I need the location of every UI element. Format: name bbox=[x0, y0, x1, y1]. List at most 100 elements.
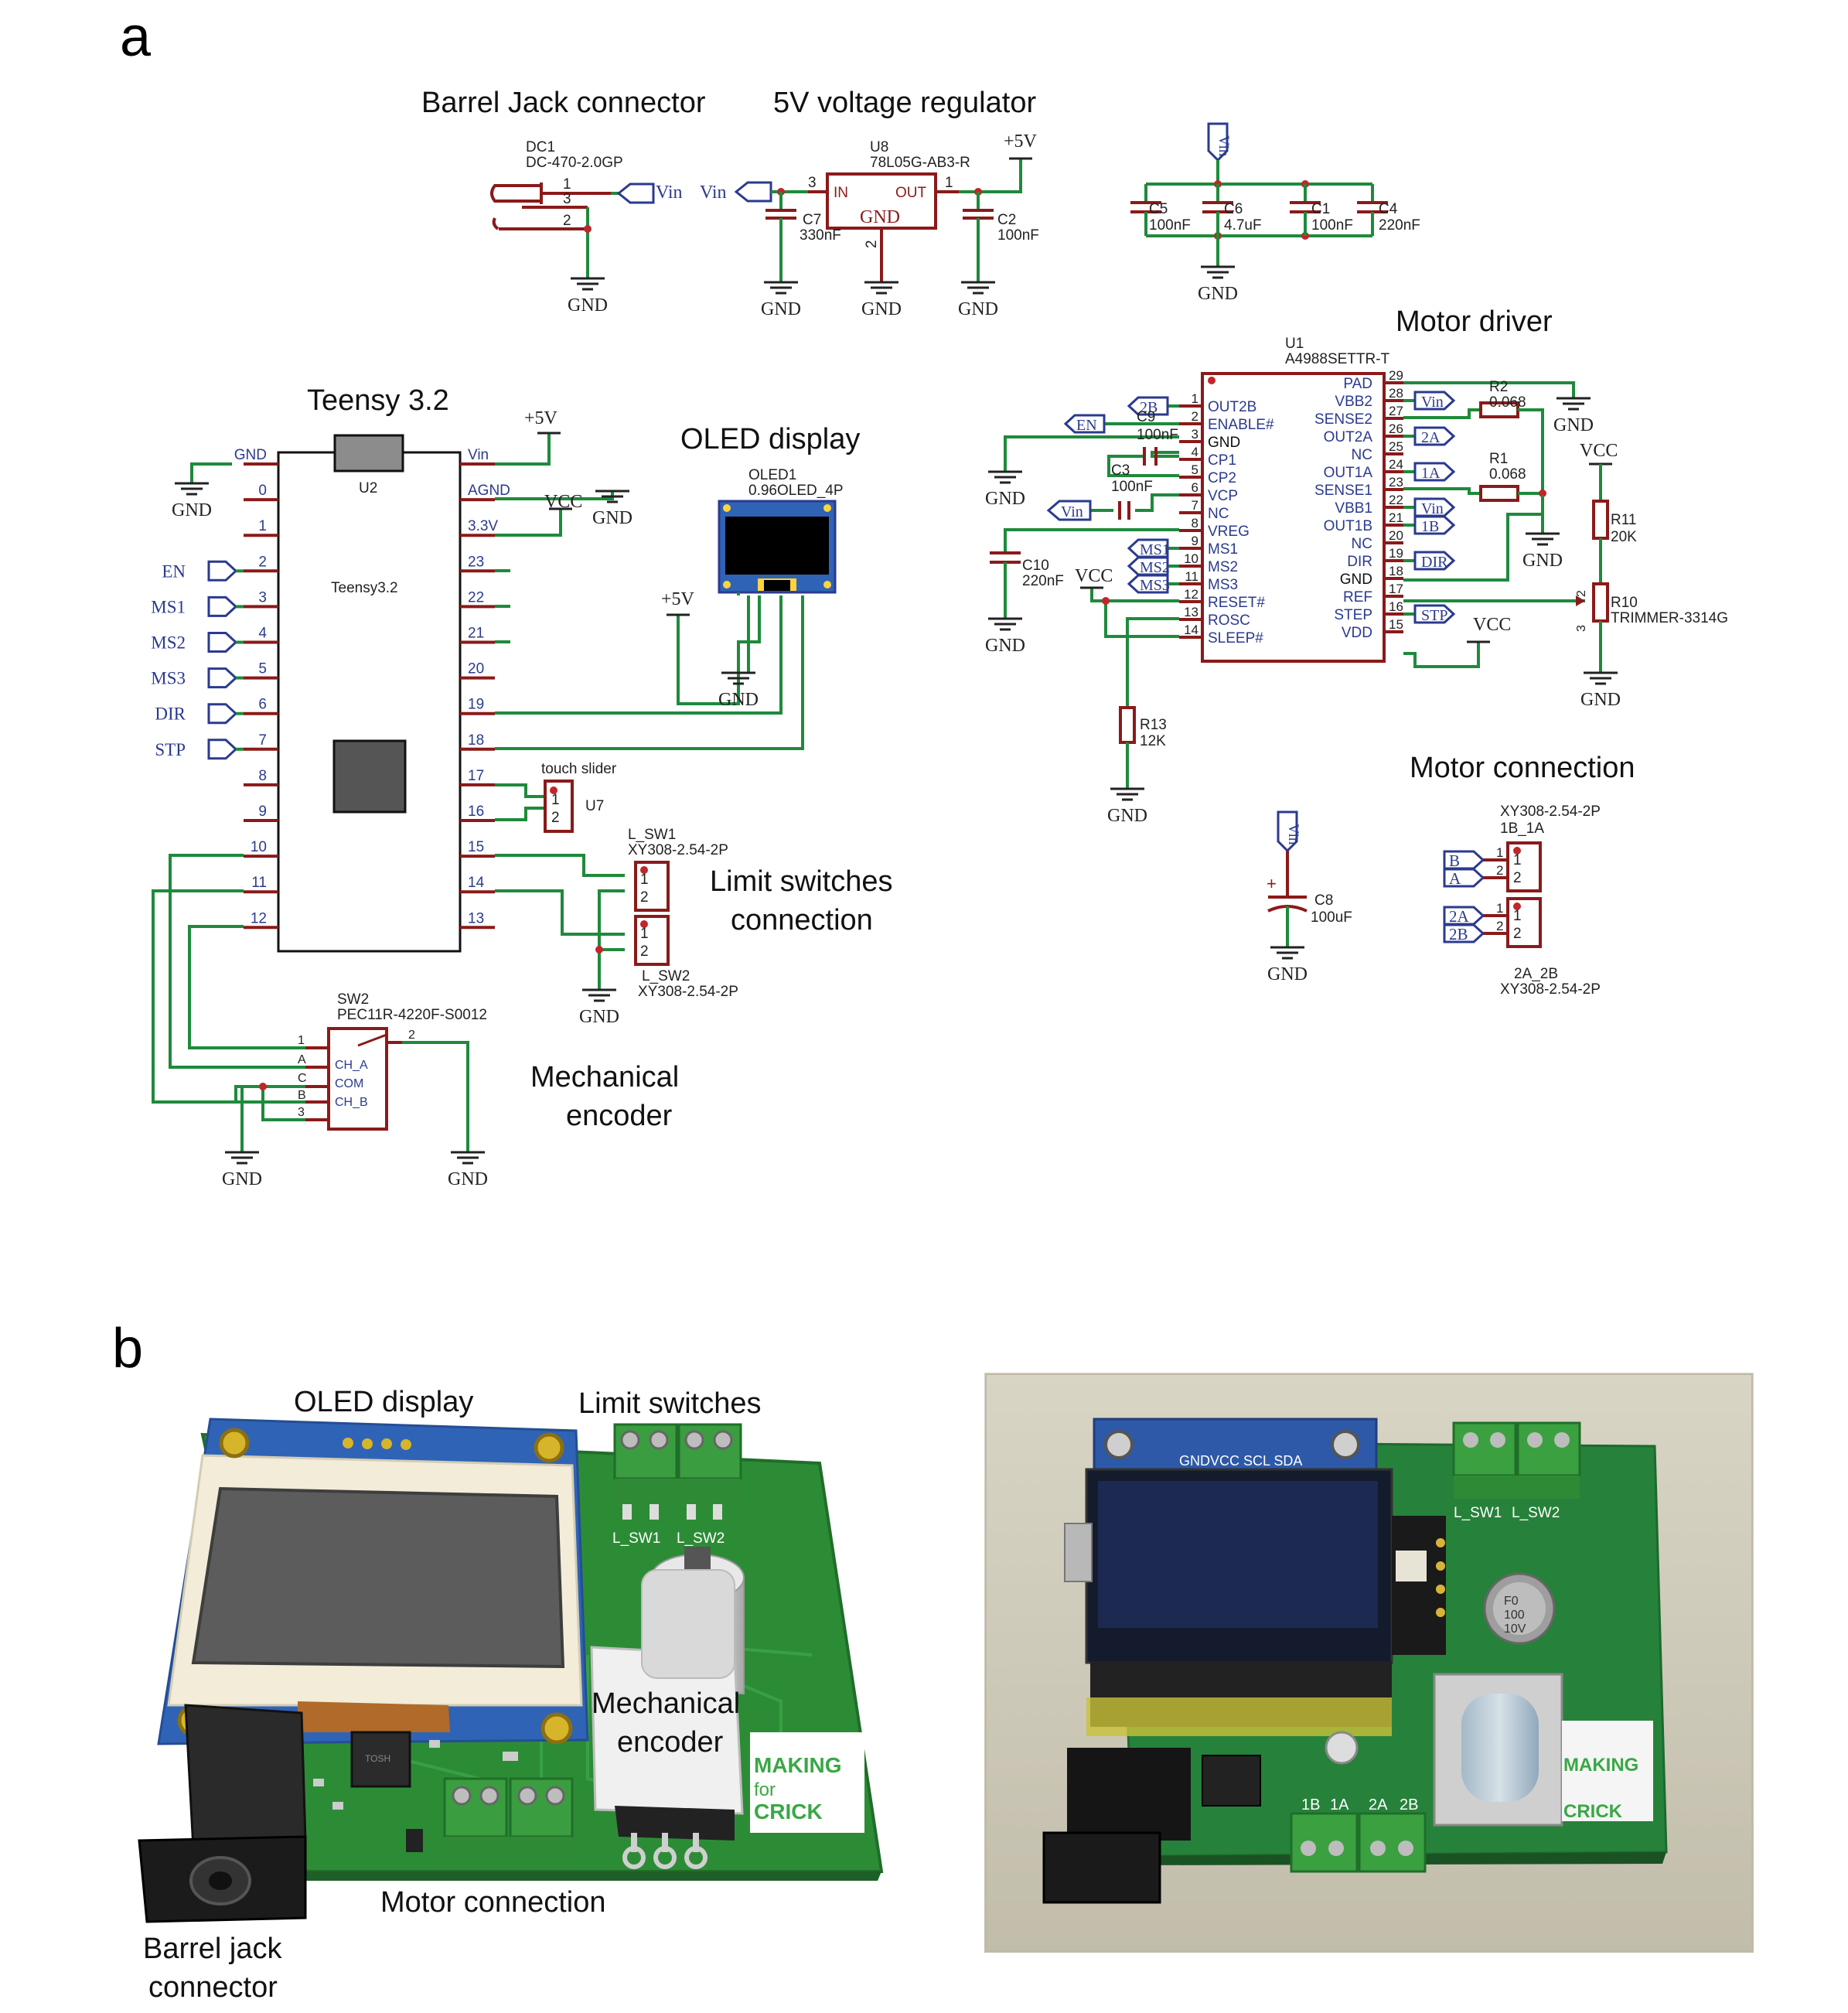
u1-right-pin-num: 16 bbox=[1389, 599, 1403, 614]
teensy-right-pin-num: 20 bbox=[468, 661, 484, 677]
u1-left-pin-name: ENABLE# bbox=[1208, 417, 1274, 433]
gnd-label: GND bbox=[985, 489, 1025, 509]
decap-ref: C6 bbox=[1224, 201, 1243, 217]
u1-net-label: MS1 bbox=[1140, 541, 1170, 558]
lsw1-pin-2: 2 bbox=[640, 889, 649, 906]
decap-val: 4.7uF bbox=[1224, 217, 1262, 234]
u1-right-pin-num: 17 bbox=[1389, 582, 1403, 596]
u1-net-label: 2B bbox=[1140, 399, 1158, 416]
teensy-left-pin-num: 11 bbox=[251, 875, 267, 891]
r13-val: 12K bbox=[1140, 733, 1166, 749]
u1-net-label: 2A bbox=[1421, 429, 1441, 446]
teensy-net-label: EN bbox=[162, 561, 186, 581]
title-voltage-regulator: 5V voltage regulator bbox=[773, 87, 1036, 119]
photo-motor-1b: 1B bbox=[1301, 1796, 1320, 1813]
u1-left-pin-num: 10 bbox=[1184, 551, 1198, 566]
u1-left-pin-num: 11 bbox=[1185, 569, 1198, 584]
panel-b-board: b bbox=[112, 1318, 1754, 2004]
u1-vcp-vin: Vin bbox=[1061, 503, 1083, 520]
u1-net-label: 1A bbox=[1421, 465, 1441, 482]
teensy-net-label: MS3 bbox=[151, 669, 186, 688]
teensy-right-pin-num: 16 bbox=[468, 803, 484, 820]
teensy-net-flag bbox=[207, 560, 238, 582]
r1-val: 0.068 bbox=[1489, 466, 1526, 483]
c3-val: 100nF bbox=[1111, 479, 1153, 495]
u1-ref: U1 bbox=[1285, 336, 1304, 352]
photo-cap-1: F0 bbox=[1504, 1595, 1519, 1608]
teensy-right-pin-num: 18 bbox=[468, 732, 484, 749]
gnd-label: GND bbox=[1267, 964, 1308, 984]
gnd-label: GND bbox=[448, 1169, 488, 1189]
teensy-left-pin-num: 7 bbox=[258, 732, 267, 749]
u7-touch-slider: touch slider 1 2 U7 bbox=[541, 761, 617, 833]
r10-val: TRIMMER-3314G bbox=[1611, 610, 1728, 626]
teensy-left-pin-num: GND bbox=[234, 447, 267, 463]
u1-right-pin-name: SENSE1 bbox=[1314, 483, 1372, 499]
u1-net-flag bbox=[1413, 515, 1456, 535]
teensy-net-label: MS2 bbox=[151, 633, 186, 653]
u1-right-pin-name: REF bbox=[1343, 589, 1372, 606]
sw2-pin-3: 3 bbox=[298, 1106, 305, 1119]
sw2-part: PEC11R-4220F-S0012 bbox=[337, 1007, 487, 1023]
decap-val: 220nF bbox=[1379, 217, 1420, 234]
r10-ref: R10 bbox=[1611, 595, 1638, 611]
sw2-encoder: SW2 PEC11R-4220F-S0012 CH_A COM CH_B 1 A… bbox=[236, 991, 487, 1152]
dc1-pin-1: 1 bbox=[563, 176, 571, 193]
u1-right-pin-num: 29 bbox=[1389, 368, 1403, 383]
c7-ref: C7 bbox=[803, 212, 821, 228]
u1-net-label: MS3 bbox=[1140, 577, 1170, 594]
u1-right-pin-num: 20 bbox=[1389, 528, 1403, 543]
teensy-left-pin-num: 8 bbox=[258, 768, 267, 784]
u8-vin-label: Vin bbox=[700, 183, 727, 203]
u1-net-flag bbox=[1127, 574, 1169, 594]
u1-left-pin-num: 9 bbox=[1192, 534, 1198, 548]
panel-a-schematic: a Barrel Jack connector 5V voltage regul… bbox=[120, 6, 1728, 1189]
r10-pin-2: 2 bbox=[1575, 590, 1588, 597]
c9-ref: C9 bbox=[1137, 409, 1155, 425]
u8-pin-3: 3 bbox=[808, 175, 817, 191]
c2-val: 100nF bbox=[997, 227, 1039, 244]
c10-ref: C10 bbox=[1022, 558, 1049, 574]
u1-left-pin-name: SLEEP# bbox=[1208, 630, 1263, 647]
c10-val: 220nF bbox=[1022, 573, 1064, 589]
u1-left-pin-num: 2 bbox=[1192, 409, 1198, 424]
teensy-net-flag bbox=[207, 632, 238, 653]
decap-ref: C4 bbox=[1379, 201, 1398, 217]
c8-ref: C8 bbox=[1314, 892, 1333, 909]
u1-right-pin-num: 28 bbox=[1389, 386, 1403, 401]
render-chip-text: TOSH bbox=[365, 1753, 390, 1764]
u8-5v-label: +5V bbox=[1004, 131, 1038, 152]
render-label-motor: Motor connection bbox=[380, 1886, 606, 1919]
u2-ref: U2 bbox=[359, 480, 377, 496]
u8-in: IN bbox=[834, 185, 848, 201]
u1-net-flag bbox=[1413, 551, 1456, 571]
photo-logo-1: MAKING bbox=[1563, 1755, 1638, 1776]
u1-reset-vcc: VCC bbox=[1075, 566, 1113, 586]
decap-vin-label: Vin bbox=[1216, 135, 1232, 157]
board-render: TOSH L_SW1 L_SW2 bbox=[138, 1418, 884, 1923]
render-label-encoder-1: Mechanical bbox=[592, 1687, 740, 1720]
r11-vcc: VCC bbox=[1580, 441, 1618, 461]
oled-5v-label: +5V bbox=[661, 589, 695, 609]
u1-left-pin-num: 6 bbox=[1192, 480, 1198, 495]
decap-val: 100nF bbox=[1311, 217, 1353, 234]
u1-left-pin-name: OUT2B bbox=[1208, 399, 1256, 415]
u1-left-pin-name: GND bbox=[1208, 435, 1240, 451]
u1-right-pin-num: 27 bbox=[1389, 404, 1403, 418]
r13-ref: R13 bbox=[1140, 717, 1167, 733]
gnd-label: GND bbox=[222, 1169, 262, 1189]
decap-ref: C5 bbox=[1149, 201, 1168, 217]
u1-right-pin-num: 26 bbox=[1389, 421, 1403, 436]
panel-b-letter: b bbox=[112, 1318, 143, 1380]
photo-motor-2b: 2B bbox=[1400, 1796, 1418, 1813]
u7-ref: U7 bbox=[585, 798, 604, 814]
u8-regulator: U8 78L05G-AB3-R IN OUT GND Vin 3 1 2 +5V bbox=[700, 131, 1039, 282]
u1-net-flag bbox=[1063, 414, 1106, 434]
gnd-label: GND bbox=[1522, 551, 1563, 571]
r2-val: 0.068 bbox=[1489, 394, 1526, 411]
u1-net-flag bbox=[1413, 604, 1456, 624]
photo-silk-lsw1: L_SW1 bbox=[1454, 1505, 1502, 1521]
u1-left-pin-num: 3 bbox=[1192, 427, 1198, 442]
u2-teensy: U2 Teensy3.2 GND012EN3MS14MS25MS36DIR7ST… bbox=[151, 408, 804, 1104]
